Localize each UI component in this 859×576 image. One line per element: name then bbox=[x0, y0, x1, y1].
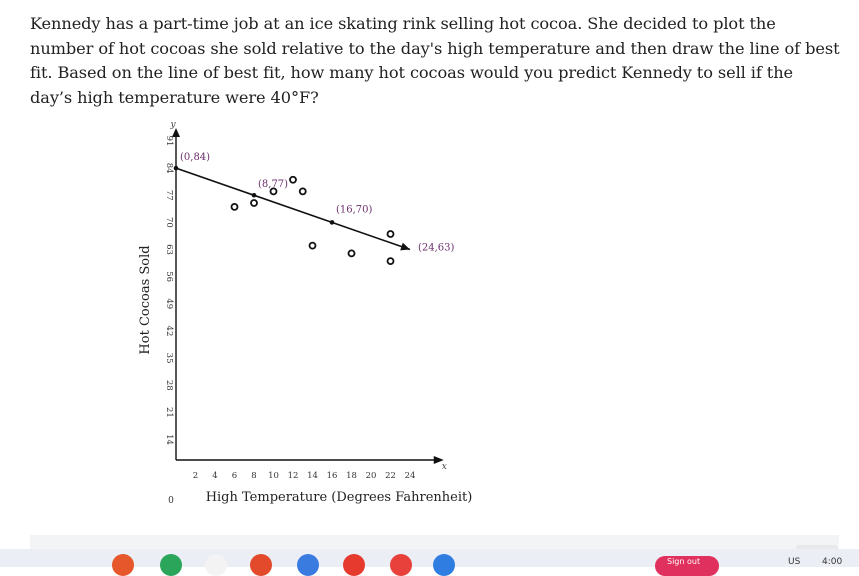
x-axis-arrow bbox=[433, 456, 444, 464]
y-axis-letter: y bbox=[169, 120, 176, 130]
clock[interactable]: 4:00 bbox=[822, 557, 843, 567]
y-tick-label: 70 bbox=[164, 217, 174, 228]
data-point bbox=[269, 187, 278, 196]
x-tick-label: 4 bbox=[212, 471, 217, 481]
x-axis-letter: x bbox=[442, 462, 447, 472]
classroom-icon[interactable] bbox=[160, 554, 182, 576]
data-point bbox=[298, 187, 307, 196]
best-fit-arrow bbox=[400, 242, 410, 251]
best-fit-point bbox=[173, 165, 179, 171]
sign-out-button[interactable]: Sign out bbox=[655, 556, 719, 576]
y-tick-label: 91 bbox=[164, 136, 174, 147]
y-tick-label: 56 bbox=[164, 271, 174, 282]
data-point bbox=[250, 199, 258, 207]
gmail-icon[interactable] bbox=[343, 554, 365, 576]
best-fit-point bbox=[329, 220, 335, 225]
data-point bbox=[347, 249, 356, 258]
x-tick-label: 10 bbox=[268, 471, 279, 481]
y-tick-label: 49 bbox=[164, 298, 174, 309]
y-tick-label: 35 bbox=[164, 353, 174, 364]
y-tick-label: 21 bbox=[164, 407, 174, 418]
y-tick-label: 63 bbox=[164, 244, 174, 255]
x-tick-label: 24 bbox=[405, 471, 416, 481]
origin-label: 0 bbox=[168, 496, 174, 506]
best-fit-point-label: (24,63) bbox=[418, 243, 455, 254]
y-tick-label: 42 bbox=[164, 326, 174, 337]
y-axis-arrow bbox=[172, 127, 180, 137]
data-point bbox=[289, 175, 297, 184]
x-tick-label: 18 bbox=[346, 471, 357, 481]
data-point bbox=[386, 230, 395, 238]
y-tick-label: 28 bbox=[164, 380, 174, 391]
app-icon[interactable] bbox=[250, 554, 272, 576]
x-tick-label: 2 bbox=[193, 471, 198, 481]
y-tick-label: 14 bbox=[164, 434, 174, 445]
y-tick-label: 84 bbox=[164, 163, 174, 174]
x-tick-label: 8 bbox=[251, 471, 256, 481]
x-axis-title: High Temperature (Degrees Fahrenheit) bbox=[206, 490, 473, 505]
best-fit-point-label: (0,84) bbox=[180, 152, 210, 163]
x-tick-label: 12 bbox=[288, 471, 299, 481]
best-fit-point bbox=[251, 192, 257, 198]
data-point bbox=[386, 257, 395, 266]
sign-out-label: Sign out bbox=[667, 557, 701, 566]
x-tick-label: 22 bbox=[385, 471, 396, 481]
x-tick-label: 14 bbox=[307, 471, 318, 481]
docs-icon[interactable] bbox=[433, 554, 455, 576]
files-icon[interactable] bbox=[297, 554, 319, 576]
x-tick-label: 20 bbox=[366, 471, 377, 481]
best-fit-line bbox=[175, 167, 411, 251]
youtube-icon[interactable] bbox=[390, 554, 412, 576]
y-tick-label: 77 bbox=[164, 190, 174, 201]
question-text: Kennedy has a part-time job at an ice sk… bbox=[30, 14, 840, 107]
data-point bbox=[308, 241, 317, 250]
best-fit-point-label: (8,77) bbox=[258, 179, 288, 190]
chrome-icon[interactable] bbox=[112, 554, 134, 576]
y-axis-title: Hot Cocoas Sold bbox=[138, 245, 153, 354]
best-fit-point-label: (16,70) bbox=[336, 204, 373, 215]
x-tick-label: 6 bbox=[232, 471, 237, 481]
x-tick-label: 16 bbox=[327, 471, 338, 481]
data-point bbox=[230, 202, 239, 211]
camera-icon[interactable] bbox=[205, 554, 227, 576]
answer-area-handle bbox=[796, 545, 838, 551]
locale-indicator[interactable]: US bbox=[788, 557, 801, 567]
